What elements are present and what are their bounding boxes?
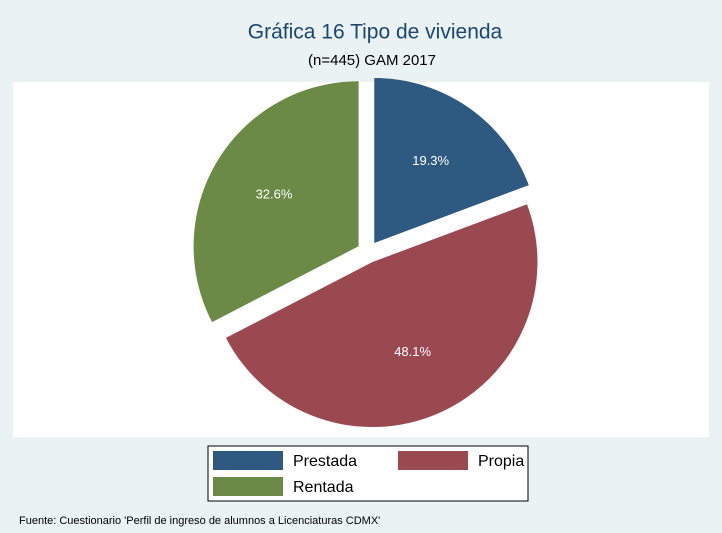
chart-title: Gráfica 16 Tipo de vivienda [248, 21, 503, 44]
slice-label: 32.6% [256, 186, 293, 201]
pie-slice [374, 77, 529, 243]
legend-swatch [398, 451, 468, 470]
pie-slice [193, 81, 359, 323]
legend-swatch [213, 451, 283, 470]
slice-label: 48.1% [394, 344, 431, 359]
legend-swatch [213, 477, 283, 496]
slice-label: 19.3% [412, 153, 449, 168]
chart-subtitle: (n=445) GAM 2017 [308, 52, 436, 69]
legend-label: Rentada [293, 479, 354, 496]
pie-slice [225, 204, 538, 428]
legend-label: Propia [478, 453, 524, 470]
legend-label: Prestada [293, 453, 357, 470]
chart-note: Fuente: Cuestionario 'Perfil de ingreso … [19, 515, 380, 527]
